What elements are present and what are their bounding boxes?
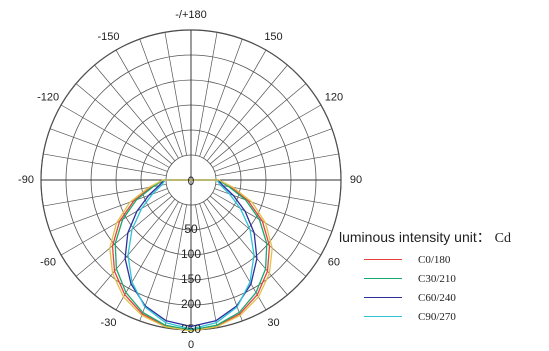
grid-spoke-110 bbox=[214, 128, 333, 172]
angle-label-neg120: -120 bbox=[37, 91, 59, 103]
chart-labels: 0 50 100 150 200 250 0 30 60 90 120 150 -/+180 -150 -1… bbox=[18, 9, 362, 351]
grid-spoke-300 bbox=[60, 192, 170, 256]
grid-spoke-30 bbox=[203, 201, 267, 311]
series-line-C60-240 bbox=[124, 179, 258, 328]
series-line-C90-270 bbox=[127, 179, 255, 330]
grid-spoke-60 bbox=[212, 192, 322, 256]
angle-label-0: 0 bbox=[188, 339, 194, 351]
legend-label: C60/240 bbox=[418, 291, 456, 304]
grid-spoke-320 bbox=[94, 198, 176, 296]
grid-spoke-50 bbox=[209, 195, 307, 277]
legend-swatch bbox=[364, 278, 402, 279]
legend-label: C30/210 bbox=[418, 272, 456, 285]
grid-spoke-170 bbox=[194, 32, 218, 156]
grid-spoke-40 bbox=[206, 198, 288, 296]
angle-label-neg150: -150 bbox=[97, 31, 119, 43]
legend-item: C0/180 bbox=[364, 250, 456, 269]
legend: C0/180 C30/210 C60/240 C90/270 bbox=[364, 250, 456, 326]
grid-spoke-10 bbox=[194, 204, 218, 328]
legend-unit: Cd bbox=[494, 231, 511, 246]
grid-spoke-310 bbox=[75, 195, 173, 277]
series-line-extra-4 bbox=[109, 179, 273, 332]
grid-spoke-20 bbox=[199, 203, 243, 322]
grid-spoke-80 bbox=[215, 183, 339, 207]
legend-title: luminous intensity unit： Cd bbox=[339, 227, 511, 247]
grid-spoke-280 bbox=[43, 183, 167, 207]
legend-swatch bbox=[364, 259, 402, 260]
series-line-C30-210 bbox=[114, 179, 268, 331]
angle-label-neg90: -90 bbox=[18, 174, 34, 186]
legend-swatch bbox=[364, 316, 402, 317]
grid-spoke-150 bbox=[203, 49, 267, 159]
legend-item: C30/210 bbox=[364, 269, 456, 288]
grid-spoke-240 bbox=[60, 104, 170, 168]
angle-label-30: 30 bbox=[267, 317, 279, 329]
grid-spoke-100 bbox=[215, 153, 339, 177]
angle-label-neg30: -30 bbox=[101, 317, 117, 329]
angle-label-180: -/+180 bbox=[175, 9, 207, 21]
grid-spoke-120 bbox=[212, 104, 322, 168]
grid-spoke-160 bbox=[199, 38, 243, 157]
grid-spoke-200 bbox=[139, 38, 183, 157]
radial-tick-label-0: 0 bbox=[188, 174, 195, 188]
grid-spoke-260 bbox=[43, 153, 167, 177]
grid-spoke-340 bbox=[139, 203, 183, 322]
grid-spoke-210 bbox=[115, 49, 179, 159]
radial-tick-label-200: 200 bbox=[181, 297, 201, 311]
radial-tick-label-250: 250 bbox=[181, 322, 201, 336]
grid-spoke-130 bbox=[209, 83, 307, 165]
legend-item: C60/240 bbox=[364, 288, 456, 307]
legend-item: C90/270 bbox=[364, 307, 456, 326]
legend-title-text: luminous intensity unit： bbox=[339, 229, 491, 245]
series-layer bbox=[109, 179, 273, 332]
radial-tick-label-150: 150 bbox=[181, 272, 201, 286]
angle-label-neg60: -60 bbox=[40, 256, 56, 268]
radial-tick-label-100: 100 bbox=[181, 247, 201, 261]
grid-spoke-250 bbox=[49, 128, 168, 172]
radial-tick-label-50: 50 bbox=[184, 222, 198, 236]
grid-spoke-140 bbox=[206, 64, 288, 162]
legend-swatch bbox=[364, 297, 402, 298]
angle-label-150: 150 bbox=[264, 31, 282, 43]
angle-label-90: 90 bbox=[350, 174, 362, 186]
grid-spoke-350 bbox=[164, 204, 188, 328]
legend-label: C90/270 bbox=[418, 310, 456, 323]
angle-label-120: 120 bbox=[325, 91, 343, 103]
legend-label: C0/180 bbox=[418, 253, 451, 266]
grid-spoke-220 bbox=[94, 64, 176, 162]
angle-label-60: 60 bbox=[328, 256, 340, 268]
grid-spoke-230 bbox=[75, 83, 173, 165]
grid-spoke-330 bbox=[115, 201, 179, 311]
grid-spoke-190 bbox=[164, 32, 188, 156]
